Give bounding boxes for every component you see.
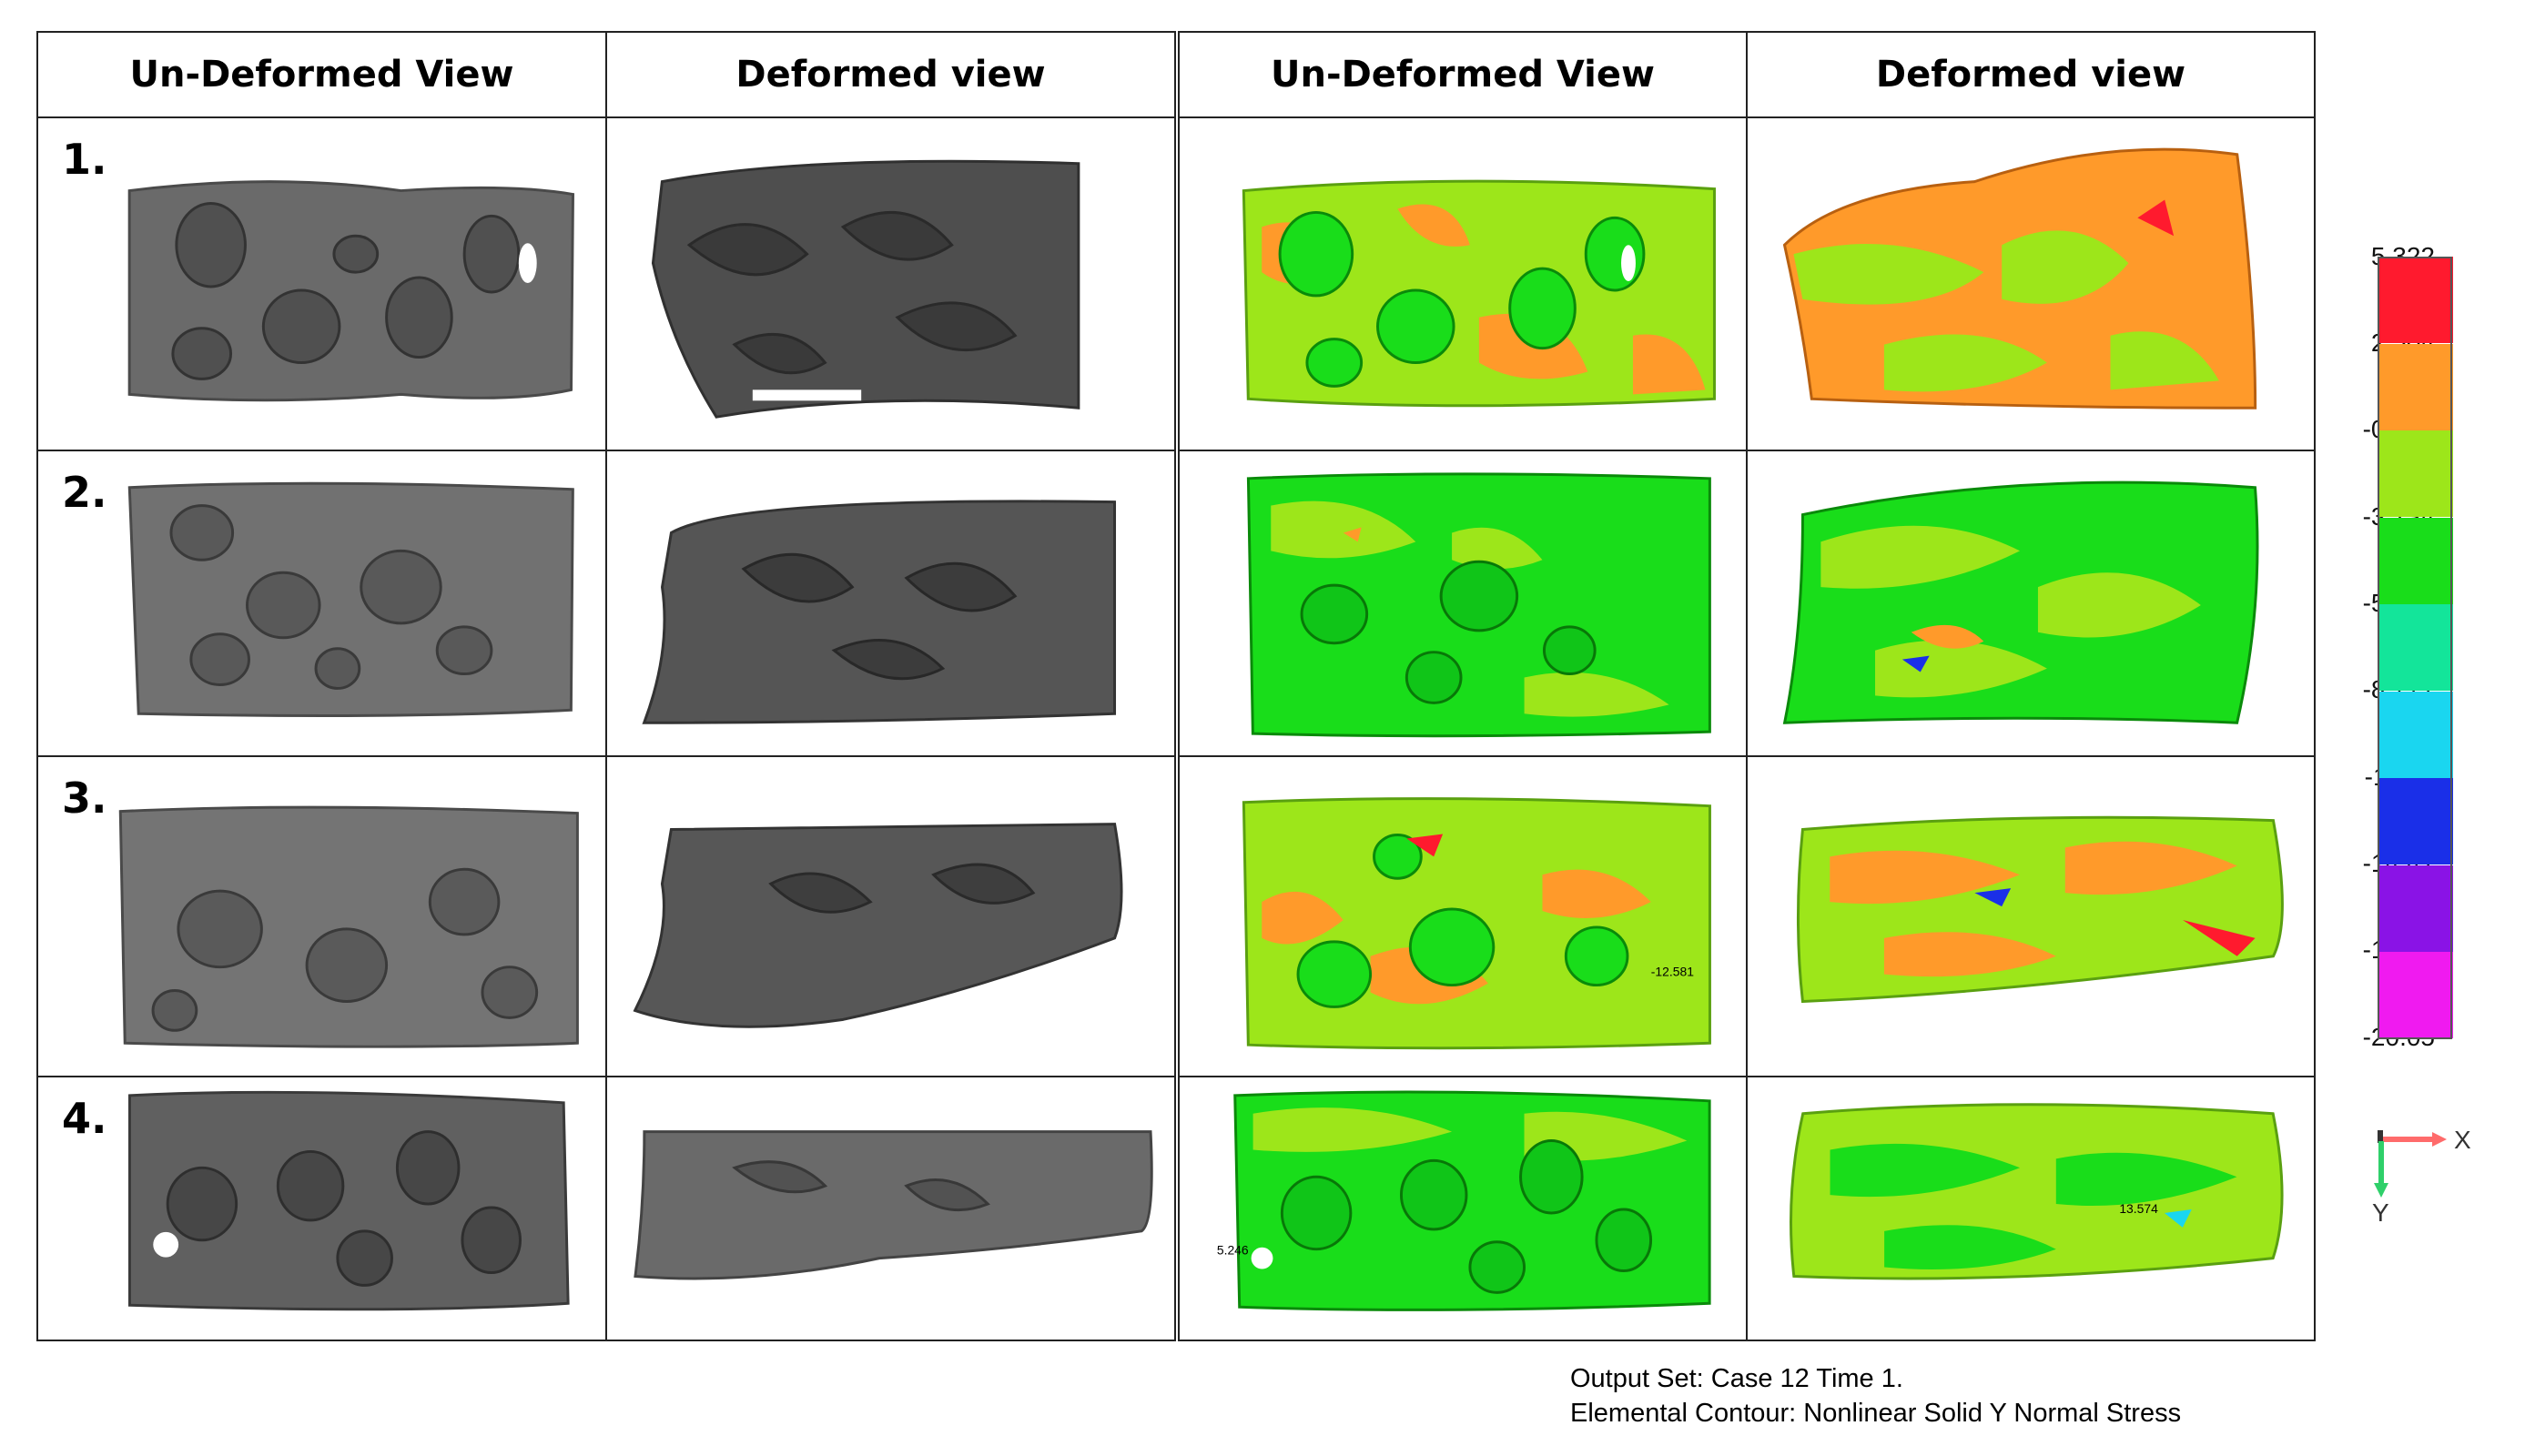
header-undeformed-right: Un-Deformed View <box>1178 31 1748 118</box>
cell-r4-deformed-contour: 13.574 <box>1746 1076 2316 1341</box>
grey-undeformed-model-1 <box>127 180 574 402</box>
cell-r1-undeformed-grey: 1. <box>36 116 607 451</box>
grey-views-table: Un-Deformed View Deformed view 1. <box>36 31 1176 1341</box>
cell-r2-deformed-grey <box>605 450 1176 757</box>
axis-y-label: Y <box>2372 1198 2389 1221</box>
cell-r4-undeformed-grey: 4. <box>36 1076 607 1341</box>
contour-deformed-model-2 <box>1782 480 2259 724</box>
cell-r2-undeformed-grey: 2. <box>36 450 607 757</box>
grey-deformed-model-4 <box>634 1130 1153 1280</box>
caption-output-set: Output Set: Case 12 Time 1. <box>1570 1364 1903 1393</box>
cell-r3-undeformed-grey: 3. <box>36 755 607 1077</box>
annotation-r3-value: -12.581 <box>1651 965 1694 979</box>
legend-swatch-7 <box>2378 864 2453 952</box>
contour-deformed-model-3 <box>1796 815 2284 1004</box>
cell-r2-deformed-contour <box>1746 450 2316 757</box>
annotation-r4-def-value: 13.574 <box>2119 1201 2158 1216</box>
legend-frame <box>2378 257 2452 1039</box>
grey-deformed-model-3 <box>633 823 1123 1028</box>
cell-r2-undeformed-contour <box>1178 450 1748 757</box>
contour-undeformed-model-4: 5.246 <box>1217 1090 1711 1311</box>
cell-r4-deformed-grey <box>605 1076 1176 1341</box>
legend-swatch-5 <box>2378 691 2453 778</box>
stress-contour-table: Un-Deformed View Deformed view <box>1178 31 2316 1341</box>
grey-undeformed-model-4 <box>127 1090 570 1311</box>
contour-undeformed-model-1 <box>1242 179 1716 408</box>
header-deformed-left: Deformed view <box>605 31 1176 118</box>
cell-r1-deformed-grey <box>605 116 1176 451</box>
contour-undeformed-model-2 <box>1246 472 1711 738</box>
legend-swatch-3 <box>2378 517 2453 604</box>
axis-x-label: X <box>2454 1126 2471 1154</box>
annotation-r4-undef-value: 5.246 <box>1217 1243 1249 1258</box>
header-undeformed-left: Un-Deformed View <box>36 31 607 118</box>
caption-contour: Elemental Contour: Nonlinear Solid Y Nor… <box>1570 1399 2182 1428</box>
contour-deformed-model-4: 13.574 <box>1790 1103 2284 1280</box>
contour-deformed-model-1 <box>1782 147 2257 410</box>
row-number-1: 1. <box>62 135 107 184</box>
contour-undeformed-model-3: -12.581 <box>1242 797 1711 1050</box>
legend-swatch-6 <box>2378 778 2453 864</box>
legend-swatch-2 <box>2378 430 2453 517</box>
grey-deformed-model-1 <box>651 159 1080 419</box>
cell-r3-deformed-contour <box>1746 755 2316 1077</box>
grey-undeformed-model-2 <box>127 481 574 717</box>
row-number-2: 2. <box>62 468 107 517</box>
cell-r1-undeformed-contour <box>1178 116 1748 451</box>
header-deformed-right: Deformed view <box>1746 31 2316 118</box>
caption: Output Set: Case 12 Time 1. Elemental Co… <box>1570 1361 2181 1431</box>
cell-r1-deformed-contour <box>1746 116 2316 451</box>
legend-swatch-4 <box>2378 604 2453 691</box>
legend-swatch-1 <box>2378 343 2453 430</box>
grey-deformed-model-2 <box>642 500 1117 724</box>
legend-swatch-8 <box>2378 952 2453 1038</box>
row-number-4: 4. <box>62 1094 107 1143</box>
cell-r3-deformed-grey <box>605 755 1176 1077</box>
cell-r3-undeformed-contour: -12.581 <box>1178 755 1748 1077</box>
axis-triad-icon: X Y <box>2372 1126 2471 1221</box>
legend-swatch-0 <box>2378 257 2453 343</box>
row-number-3: 3. <box>62 774 107 823</box>
grey-undeformed-model-3 <box>118 805 579 1048</box>
cell-r4-undeformed-contour: 5.246 <box>1178 1076 1748 1341</box>
